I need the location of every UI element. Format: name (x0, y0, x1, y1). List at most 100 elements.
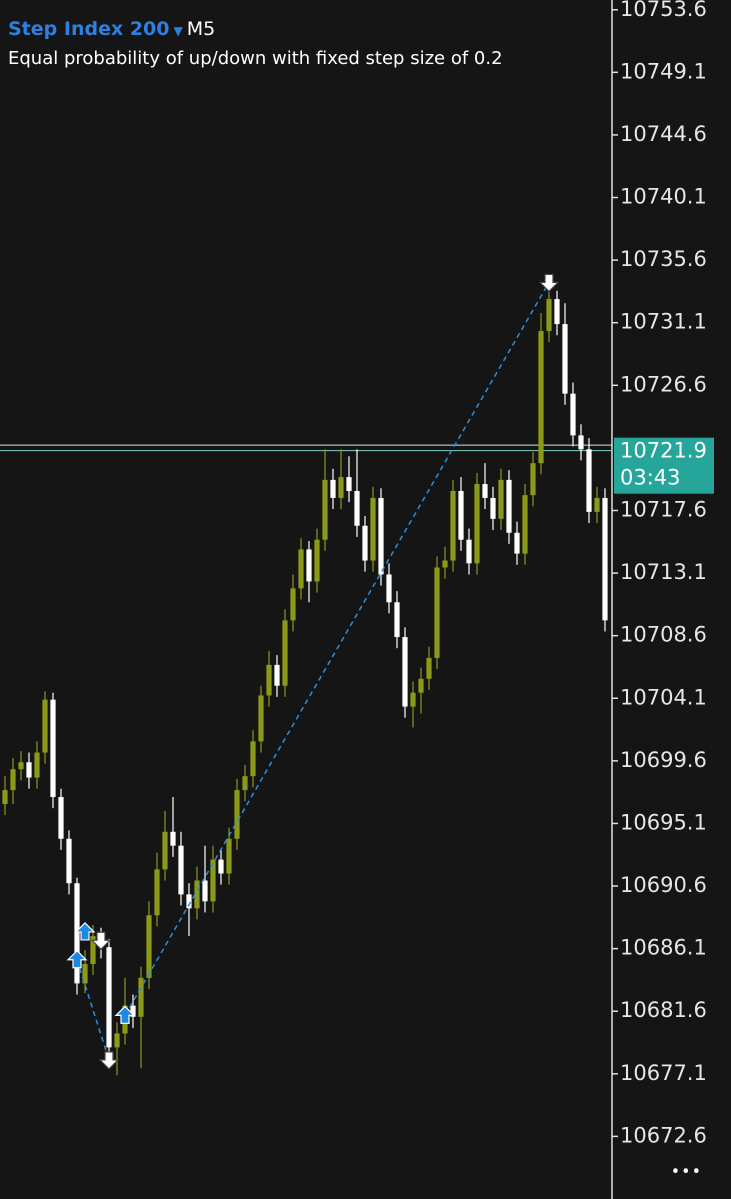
candle-body (226, 838, 232, 874)
candle-body (194, 880, 200, 909)
candle-body (442, 560, 448, 568)
candle-body (2, 790, 8, 804)
y-tick-label: 10704.1 (620, 685, 707, 709)
y-tick-label: 10699.6 (620, 748, 707, 772)
candle-body (554, 299, 560, 325)
y-tick-label: 10677.1 (620, 1061, 707, 1085)
candle-body (474, 484, 480, 564)
candle-body (346, 477, 352, 492)
candle-body (410, 692, 416, 707)
candle-body (370, 497, 376, 561)
candle-body (210, 859, 216, 902)
candle-body (450, 491, 456, 561)
candle-body (250, 741, 256, 777)
candle-body (354, 491, 360, 526)
candle-body (162, 831, 168, 870)
candle-body (146, 915, 152, 978)
candle-body (26, 762, 32, 778)
price-label-box (614, 437, 714, 494)
y-tick-label: 10717.6 (620, 497, 707, 521)
candle-body (546, 299, 552, 332)
candle-body (138, 977, 144, 1017)
y-tick-label: 10713.1 (620, 560, 707, 584)
candle-body (530, 463, 536, 496)
symbol[interactable]: Step Index 200 (8, 18, 170, 40)
y-tick-label: 10753.6 (620, 0, 707, 21)
candle-body (282, 620, 288, 686)
candle-body (186, 894, 192, 909)
candle-body (402, 637, 408, 707)
candle-body (378, 497, 384, 575)
candle-body (322, 479, 328, 540)
candle-body (434, 567, 440, 658)
buy-arrow (66, 949, 88, 969)
y-tick-label: 10735.6 (620, 247, 707, 271)
candle-body (426, 657, 432, 679)
buy-arrow (114, 1005, 136, 1024)
y-tick-label: 10749.1 (620, 59, 707, 83)
candle-body (50, 699, 56, 798)
candle-body (58, 797, 64, 839)
symbol-caret[interactable]: ▼ (173, 24, 183, 38)
header: Step Index 200 ▼ M5 (8, 18, 215, 40)
y-tick-label: 10744.6 (620, 122, 707, 146)
candle-body (562, 324, 568, 394)
y-tick-label: 10731.1 (620, 310, 707, 334)
candle-body (258, 695, 264, 742)
candle-body (154, 869, 160, 916)
candle-body (242, 776, 248, 791)
timer: 03:43 (620, 466, 681, 490)
y-tick-label: 10672.6 (620, 1123, 707, 1147)
candle-body (90, 936, 96, 964)
candle-body (18, 762, 24, 770)
candle-body (586, 449, 592, 512)
y-tick-label: 10690.6 (620, 873, 707, 897)
y-tick-label: 10695.1 (620, 810, 707, 834)
candle-body (506, 479, 512, 533)
candle-body (178, 845, 184, 895)
candle-body (330, 479, 336, 498)
candle-body (170, 831, 176, 846)
candle-body (466, 539, 472, 564)
candle-body (570, 393, 576, 436)
candle-body (514, 532, 520, 554)
candle-body (578, 435, 584, 450)
candle-body (314, 539, 320, 582)
candle-body (130, 1005, 136, 1017)
candle-body (74, 883, 80, 984)
candle-body (418, 678, 424, 693)
price-label: 10721.9 (620, 439, 707, 463)
subtitle: Equal probability of up/down with fixed … (8, 48, 503, 69)
candle-body (266, 664, 272, 696)
sell-arrow (538, 273, 560, 293)
candle-body (338, 477, 344, 498)
candle-body (298, 549, 304, 589)
candle-body (458, 491, 464, 540)
trade-line (124, 281, 550, 1016)
y-tick-label: 10686.1 (620, 936, 707, 960)
candle-body (274, 664, 280, 686)
candle-body (490, 497, 496, 519)
candle-body (66, 838, 72, 884)
candle-body (522, 495, 528, 554)
menu-dots[interactable]: ••• (671, 1160, 703, 1185)
y-tick-label: 10740.1 (620, 185, 707, 209)
timeframe[interactable]: M5 (186, 18, 216, 40)
buy-arrow (74, 922, 96, 941)
candle-body (218, 859, 224, 874)
candle-body (114, 1033, 120, 1048)
y-tick-label: 10681.6 (620, 998, 707, 1022)
candle-body (538, 331, 544, 464)
candle-body (498, 479, 504, 519)
candle-body (202, 880, 208, 902)
candle-body (234, 790, 240, 839)
candle-body (594, 497, 600, 512)
sell-arrow (90, 931, 112, 951)
y-tick-label: 10726.6 (620, 372, 707, 396)
candle-body (290, 588, 296, 621)
candle-body (106, 947, 112, 1048)
candle-body (482, 484, 488, 498)
y-tick-label: 10708.6 (620, 623, 707, 647)
